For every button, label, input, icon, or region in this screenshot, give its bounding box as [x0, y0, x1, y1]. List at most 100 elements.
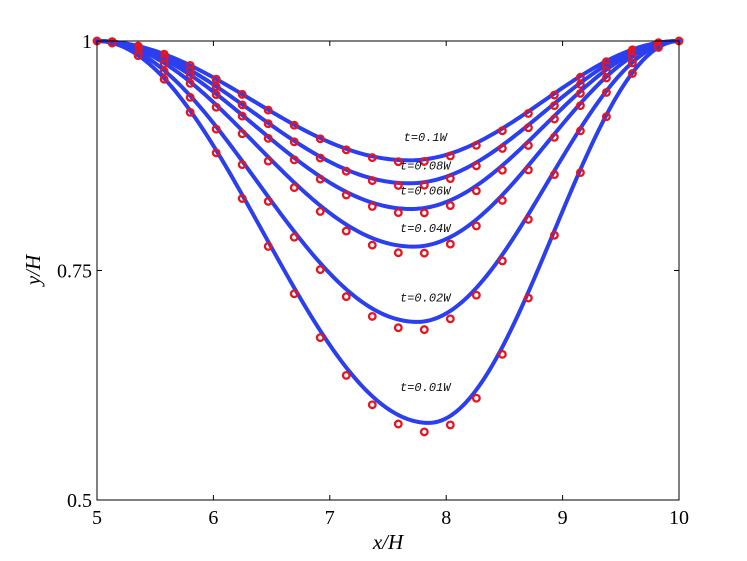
data-point: [263, 133, 273, 143]
data-point: [211, 90, 221, 100]
data-point: [419, 157, 429, 166]
data-point: [627, 69, 637, 78]
y-tick-label: 1: [82, 31, 92, 53]
data-point: [445, 174, 455, 184]
y-axis-label: y/H: [21, 253, 45, 287]
data-point: [471, 393, 481, 403]
x-tick-label: 5: [92, 507, 102, 529]
data-point: [367, 311, 377, 321]
data-point: [419, 248, 429, 258]
data-point: [211, 124, 221, 134]
data-point: [393, 248, 403, 258]
data-point: [367, 240, 377, 250]
data-point: [315, 174, 325, 184]
data-point: [601, 112, 611, 122]
data-point: [289, 232, 299, 242]
series-line: [95, 39, 681, 425]
data-point: [497, 349, 507, 359]
data-point: [523, 141, 533, 150]
data-point: [185, 78, 195, 88]
data-point: [575, 88, 585, 98]
series-label: t=0.04W: [400, 222, 452, 236]
data-point: [289, 120, 299, 130]
plot-area: t=0.1W t=0.08W t=0.06W t=0.04W t=0.02W t=0.01…: [92, 36, 684, 437]
x-tick-label: 9: [558, 507, 568, 529]
data-point: [627, 58, 637, 68]
data-point: [549, 90, 559, 100]
data-point: [237, 111, 247, 121]
data-point: [393, 157, 403, 167]
data-point: [575, 168, 585, 178]
axes: 5 6 7 8 9 10 0.5 0.75 1: [57, 31, 689, 529]
data-point: [367, 400, 377, 410]
data-point: [315, 134, 325, 144]
data-point: [549, 101, 559, 111]
data-point: [471, 290, 481, 300]
data-point: [393, 208, 403, 218]
data-point: [107, 38, 117, 48]
series-label: t=0.08W: [400, 160, 452, 174]
data-point: [263, 119, 273, 129]
data-point: [211, 148, 221, 158]
data-point: [393, 419, 403, 429]
data-point: [289, 183, 299, 193]
x-tick-label: 10: [669, 507, 689, 529]
data-point: [159, 66, 169, 76]
data-point: [419, 208, 429, 218]
x-axis-label: x/H: [372, 530, 405, 554]
data-point: [315, 333, 325, 343]
data-point: [523, 123, 533, 133]
data-point: [289, 137, 299, 147]
data-point: [523, 293, 533, 303]
data-point: [601, 87, 611, 97]
data-point: [471, 161, 481, 171]
data-point: [419, 325, 429, 335]
data-point: [601, 73, 611, 83]
data-point: [341, 370, 351, 380]
data-point: [575, 126, 585, 136]
series-line: [95, 39, 681, 324]
data-point: [523, 108, 533, 118]
data-point: [315, 207, 325, 216]
data-point: [237, 89, 247, 99]
data-point: [159, 74, 169, 84]
x-tick-label: 8: [441, 507, 451, 529]
data-point: [445, 151, 455, 161]
data-point: [263, 241, 273, 251]
data-point: [263, 105, 273, 115]
data-point: [185, 70, 195, 80]
data-point: [497, 256, 507, 266]
series-t=0.06W: t=0.06W: [95, 37, 681, 218]
data-point: [289, 289, 299, 299]
data-point: [445, 239, 455, 249]
data-point: [237, 100, 247, 110]
data-point: [471, 140, 481, 150]
data-point: [341, 292, 351, 302]
data-point: [341, 166, 351, 176]
data-point: [315, 153, 325, 163]
data-point: [497, 195, 507, 205]
data-point: [549, 114, 559, 124]
data-point: [393, 180, 403, 190]
data-point: [497, 126, 507, 136]
data-point: [367, 153, 377, 163]
data-point: [549, 170, 559, 180]
data-point: [445, 201, 455, 211]
data-point: [575, 79, 585, 89]
data-point: [367, 176, 377, 186]
data-point: [575, 101, 585, 111]
series-t=0.02W: t=0.02W: [95, 38, 681, 335]
data-point: [419, 180, 429, 190]
data-point: [237, 160, 247, 170]
data-point: [445, 314, 455, 324]
data-point: [523, 214, 533, 224]
data-point: [315, 265, 325, 275]
data-point: [185, 92, 195, 102]
y-tick-label: 0.5: [67, 490, 92, 512]
series-t=0.01W: t=0.01W: [95, 38, 681, 437]
data-point: [237, 129, 247, 139]
data-point: [549, 230, 559, 240]
data-point: [133, 51, 143, 61]
data-point: [549, 132, 559, 142]
